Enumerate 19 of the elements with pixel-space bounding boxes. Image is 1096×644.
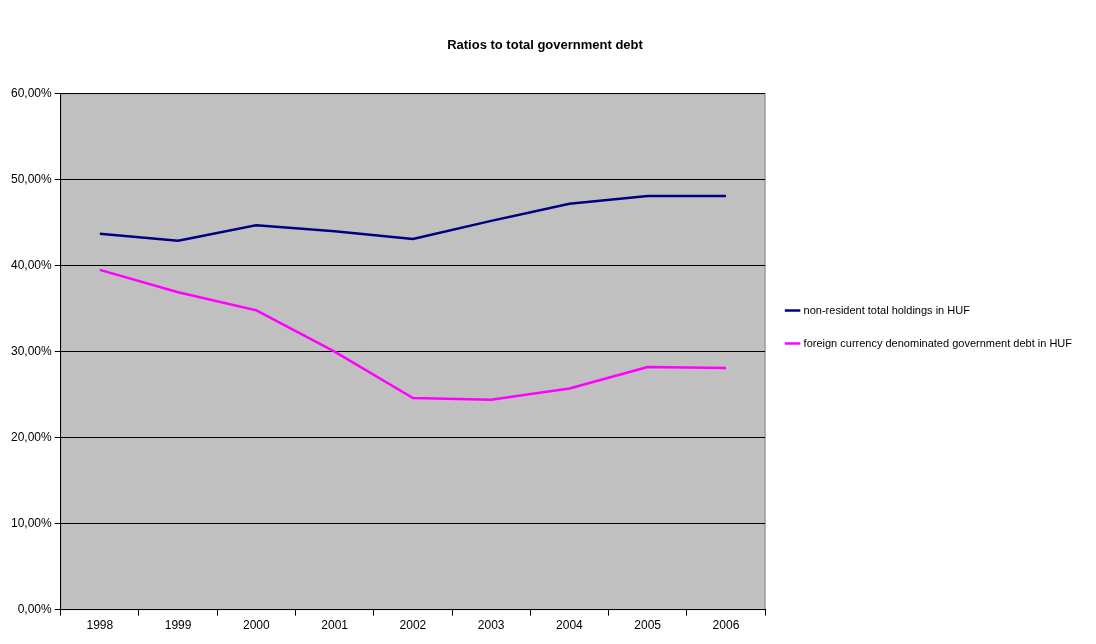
y-tick-label: 30,00% (11, 343, 53, 358)
x-tick-label: 2000 (243, 618, 271, 633)
y-tick-label: 10,00% (11, 515, 53, 530)
y-tick-label: 50,00% (11, 171, 53, 186)
x-tick-label: 1998 (86, 618, 114, 633)
x-tick-label: 2003 (477, 618, 505, 633)
x-tick-label: 1999 (164, 618, 192, 633)
x-tick-label: 2001 (321, 618, 349, 633)
chart-title: Ratios to total government debt (447, 37, 644, 53)
legend-label: non-resident total holdings in HUF (803, 303, 971, 316)
y-tick-label: 0,00% (17, 601, 53, 616)
y-tick-label: 60,00% (11, 85, 53, 100)
x-tick-label: 2004 (556, 618, 584, 633)
x-tick-label: 2006 (712, 618, 740, 633)
legend-label: foreign currency denominated government debt in HUF (803, 336, 1073, 349)
y-tick-label: 20,00% (11, 429, 53, 444)
y-tick-label: 40,00% (11, 257, 53, 272)
x-tick-label: 2002 (399, 618, 427, 633)
x-tick-label: 2005 (634, 618, 662, 633)
